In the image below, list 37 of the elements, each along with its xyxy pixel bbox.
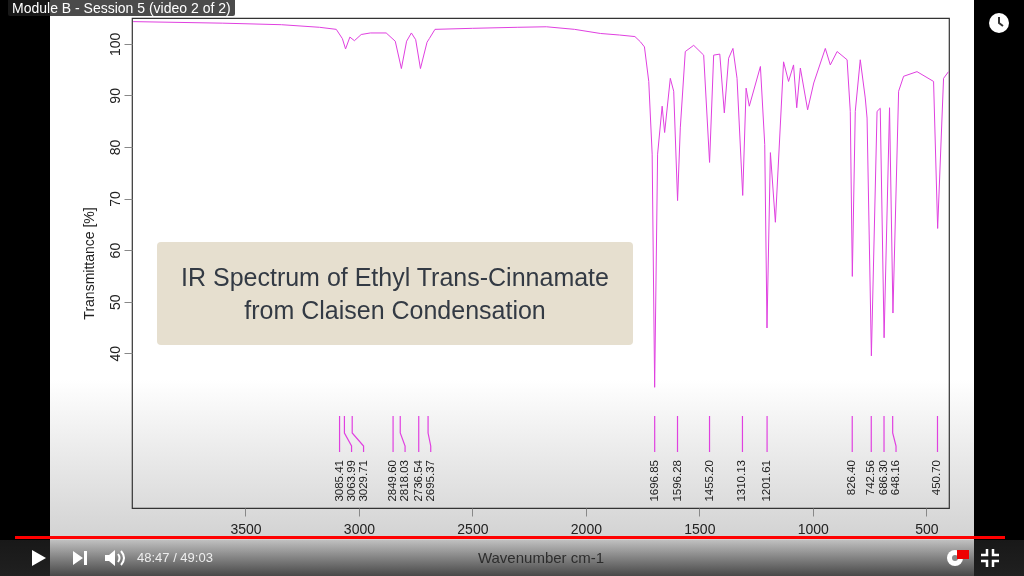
y-tick-label: 50 bbox=[106, 294, 123, 310]
y-tick-label: 60 bbox=[106, 242, 123, 259]
x-tick-label: 500 bbox=[915, 520, 939, 537]
annotation: 686.30 bbox=[877, 460, 890, 496]
x-tick-label: 2000 bbox=[570, 520, 603, 537]
annotation: 2818.03 bbox=[398, 460, 411, 502]
annotation: 1596.28 bbox=[670, 460, 683, 502]
x-axis-title: Wavenumber cm-1 bbox=[477, 548, 605, 566]
y-axis-title: Transmittance [%] bbox=[80, 207, 97, 320]
y-tick-label: 100 bbox=[106, 32, 123, 56]
annotation: 2736.54 bbox=[411, 459, 424, 502]
annotation: 1310.13 bbox=[735, 460, 748, 502]
text: IR Spectrum of Ethyl Trans-Cinnamate from Claisen Condensation bbox=[157, 242, 633, 345]
annotation: 1201.61 bbox=[760, 460, 773, 502]
annotation: 450.70 bbox=[930, 460, 943, 496]
y-tick-label: 90 bbox=[106, 87, 123, 104]
annotation: 3085.41 bbox=[332, 460, 345, 502]
annotation: 648.16 bbox=[889, 460, 902, 496]
annotation: 3029.71 bbox=[356, 460, 369, 502]
text: 48:47 / 49:03 bbox=[137, 550, 213, 565]
annotation: 1455.20 bbox=[702, 460, 715, 502]
y-tick-label: 70 bbox=[106, 191, 123, 207]
annotation: 3063.99 bbox=[344, 460, 357, 502]
x-tick-label: 2500 bbox=[457, 520, 489, 537]
text: Module B - Session 5 (video 2 of 2) bbox=[8, 0, 235, 16]
x-tick-label: 1000 bbox=[797, 520, 830, 537]
annotation: 826.40 bbox=[845, 460, 858, 496]
x-tick-label: 3500 bbox=[230, 520, 262, 537]
annotation: 1696.85 bbox=[647, 460, 660, 502]
y-tick-label: 40 bbox=[106, 345, 123, 362]
line-series bbox=[132, 21, 949, 388]
annotation: 742.56 bbox=[864, 460, 877, 496]
y-tick-label: 80 bbox=[106, 139, 123, 156]
annotation: 2695.37 bbox=[423, 460, 436, 502]
x-tick-label: 3000 bbox=[343, 520, 376, 537]
x-tick-label: 1500 bbox=[684, 520, 716, 537]
annotation: 2849.60 bbox=[386, 460, 399, 502]
